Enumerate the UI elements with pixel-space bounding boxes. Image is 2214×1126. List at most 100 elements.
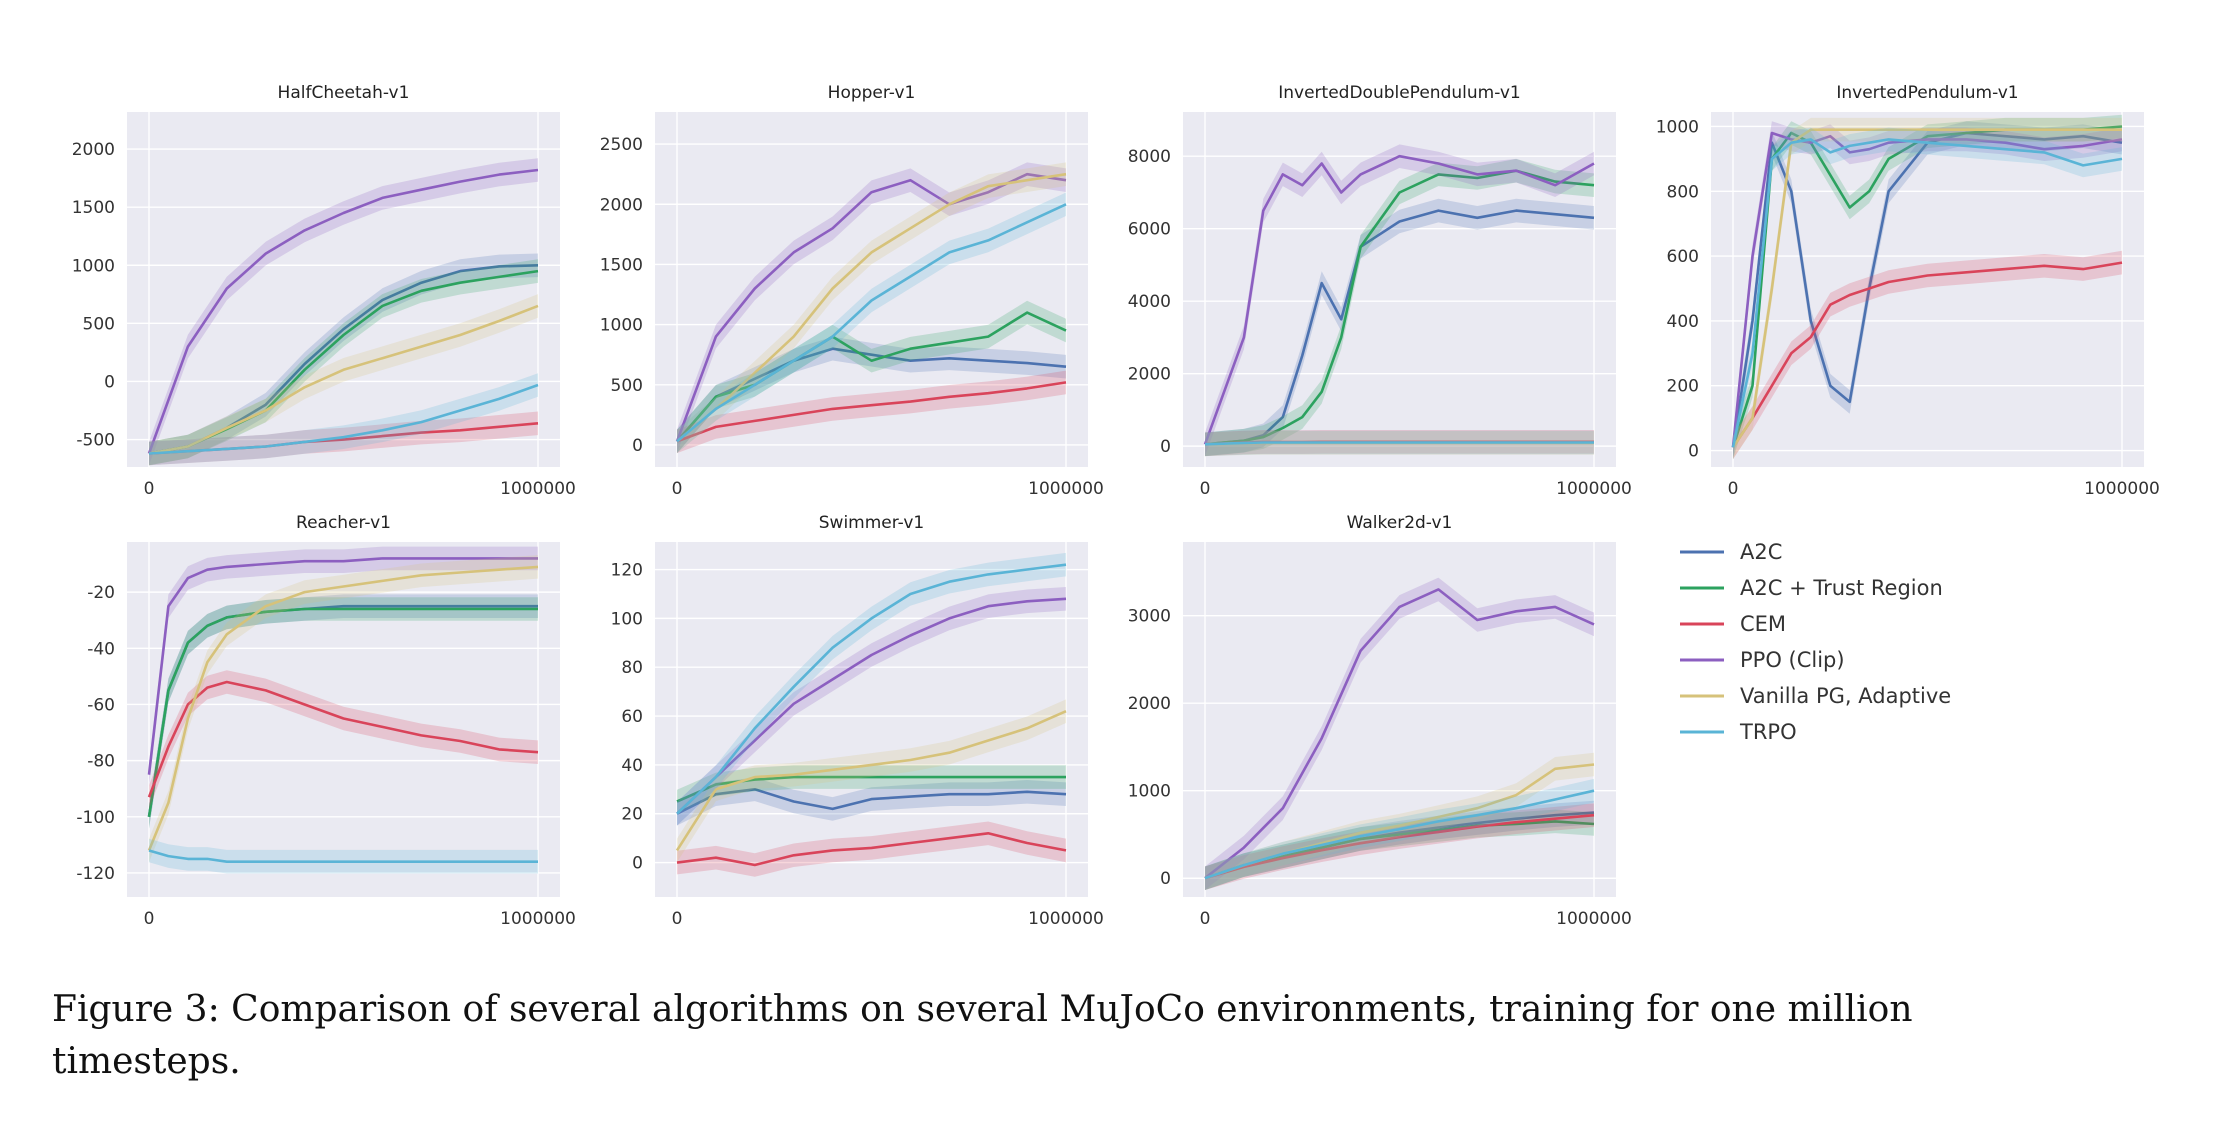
y-tick-label: 0 — [104, 372, 115, 392]
series-band-cem — [1733, 250, 2122, 460]
series-band-trpo — [149, 838, 538, 874]
legend-label-a2c-trust-region: A2C + Trust Region — [1740, 576, 1943, 600]
series-band-trpo — [1205, 778, 1594, 890]
series-line-a2c — [676, 787, 1067, 815]
y-tick-label: 0 — [1688, 442, 1699, 462]
x-tick-label: 1000000 — [1028, 479, 1104, 499]
y-tick-label: 40 — [621, 756, 643, 776]
panel-walker2d-v1: 0 1000 2000 3000 0 1000000 Walker2d-v1 — [1128, 513, 1632, 929]
series-band-trpo — [677, 192, 1066, 454]
series-line-ppo-clip — [147, 168, 539, 454]
y-tick-label: 3000 — [1128, 607, 1171, 627]
series-line-ppo-clip — [1204, 588, 1595, 880]
figure-caption: Figure 3: Comparison of several algorith… — [52, 984, 2182, 1088]
series-line-trpo — [1731, 138, 2123, 448]
panel-invertedpendulum-v1: 0 200 400 600 800 1000 0 1000000 InvertedPendulu… — [1656, 83, 2160, 499]
y-tick-label: 2500 — [600, 135, 643, 155]
legend-label-cem: CEM — [1740, 612, 1786, 636]
series-band-vanilla-pg-adaptive — [677, 699, 1066, 863]
series-band-ppo-clip — [1733, 121, 2122, 460]
series-line-ppo-clip — [1731, 131, 2123, 448]
panel-title: Swimmer-v1 — [819, 513, 924, 533]
panel-title: Hopper-v1 — [828, 83, 916, 103]
series-line-vanilla-pg-adaptive — [675, 710, 1067, 852]
y-tick-label: 1000 — [600, 316, 643, 336]
series-band-trpo — [677, 552, 1066, 826]
series-line-ppo-clip — [676, 597, 1067, 815]
series-band-ppo-clip — [149, 158, 538, 466]
panel-halfcheetah-v1: -500 0 500 1000 1500 2000 0 1000000 HalfCheetah-… — [72, 83, 576, 499]
legend-label-ppo-clip: PPO (Clip) — [1740, 648, 1845, 672]
series-line-trpo — [148, 383, 539, 455]
x-tick-label: 0 — [144, 909, 155, 929]
y-tick-label: 1500 — [600, 255, 643, 275]
y-tick-label: 8000 — [1128, 147, 1171, 167]
y-tick-label: 2000 — [1128, 694, 1171, 714]
series-band-a2c — [149, 253, 538, 466]
series-band-vanilla-pg-adaptive — [149, 555, 538, 863]
y-tick-label: 0 — [1160, 437, 1171, 457]
series-line-cem — [147, 680, 539, 798]
x-tick-label: 1000000 — [500, 909, 576, 929]
series-band-a2c — [677, 336, 1066, 454]
series-band-a2c — [677, 777, 1066, 826]
series-band-a2c-trust-region — [149, 259, 538, 466]
y-tick-label: 500 — [83, 314, 115, 334]
series-band-trpo — [149, 373, 538, 466]
panel-swimmer-v1: 0 20 40 60 80 100 120 0 1000000 Swimmer-v1 — [611, 513, 1104, 929]
y-tick-label: -60 — [87, 695, 115, 715]
y-tick-label: 60 — [621, 707, 643, 727]
series-band-cem — [149, 670, 538, 809]
series-line-a2c-trust-region — [676, 311, 1067, 443]
series-line-cem — [1731, 261, 2123, 449]
y-tick-label: -120 — [76, 864, 115, 884]
y-tick-label: -20 — [87, 583, 115, 603]
y-tick-label: -500 — [76, 431, 115, 451]
series-band-vanilla-pg-adaptive — [677, 162, 1066, 454]
plot-area — [655, 542, 1088, 897]
x-tick-label: 0 — [1728, 479, 1739, 499]
series-line-cem — [676, 381, 1067, 443]
series-line-cem — [1204, 813, 1595, 880]
series-line-trpo — [1204, 441, 1594, 446]
plot-area — [127, 112, 560, 467]
y-tick-label: 2000 — [1128, 365, 1171, 385]
y-tick-label: -40 — [87, 639, 115, 659]
series-band-vanilla-pg-adaptive — [1205, 752, 1594, 890]
panel-title: InvertedPendulum-v1 — [1836, 83, 2018, 103]
series-line-vanilla-pg-adaptive — [147, 565, 539, 851]
legend: A2C A2C + Trust Region CEM PPO (Clip) Vanill… — [1680, 540, 1951, 744]
series-band-a2c-trust-region — [1205, 809, 1594, 890]
y-tick-label: 2000 — [600, 195, 643, 215]
series-band-a2c-trust-region — [149, 597, 538, 829]
series-line-trpo — [676, 563, 1067, 815]
series-line-trpo — [1204, 789, 1595, 880]
series-band-a2c-trust-region — [1733, 114, 2122, 460]
panel-reacher-v1: -120 -100 -80 -60 -40 -20 0 1000000 Reacher-v1 — [76, 513, 575, 929]
series-line-a2c — [1204, 209, 1595, 446]
x-tick-label: 1000000 — [2084, 479, 2160, 499]
series-band-vanilla-pg-adaptive — [149, 294, 538, 466]
y-tick-label: 500 — [611, 376, 643, 396]
y-tick-label: 600 — [1667, 247, 1699, 267]
panel-title: HalfCheetah-v1 — [278, 83, 410, 103]
y-tick-label: 0 — [632, 436, 643, 456]
series-band-ppo-clip — [1205, 577, 1594, 890]
x-tick-label: 0 — [672, 479, 683, 499]
series-line-vanilla-pg-adaptive — [676, 172, 1067, 443]
y-tick-label: 20 — [621, 805, 643, 825]
x-tick-label: 1000000 — [500, 479, 576, 499]
y-tick-label: 2000 — [72, 140, 115, 160]
y-tick-label: 4000 — [1128, 292, 1171, 312]
x-tick-label: 0 — [1200, 909, 1211, 929]
y-tick-label: 80 — [621, 658, 643, 678]
y-tick-label: 120 — [611, 561, 643, 581]
series-line-ppo-clip — [675, 172, 1067, 442]
y-tick-label: 1500 — [72, 198, 115, 218]
series-line-ppo-clip — [1203, 154, 1595, 445]
caption-line-1: Figure 3: Comparison of several algorith… — [52, 989, 1913, 1030]
plot-area — [1183, 112, 1616, 467]
y-tick-label: 1000 — [1128, 782, 1171, 802]
